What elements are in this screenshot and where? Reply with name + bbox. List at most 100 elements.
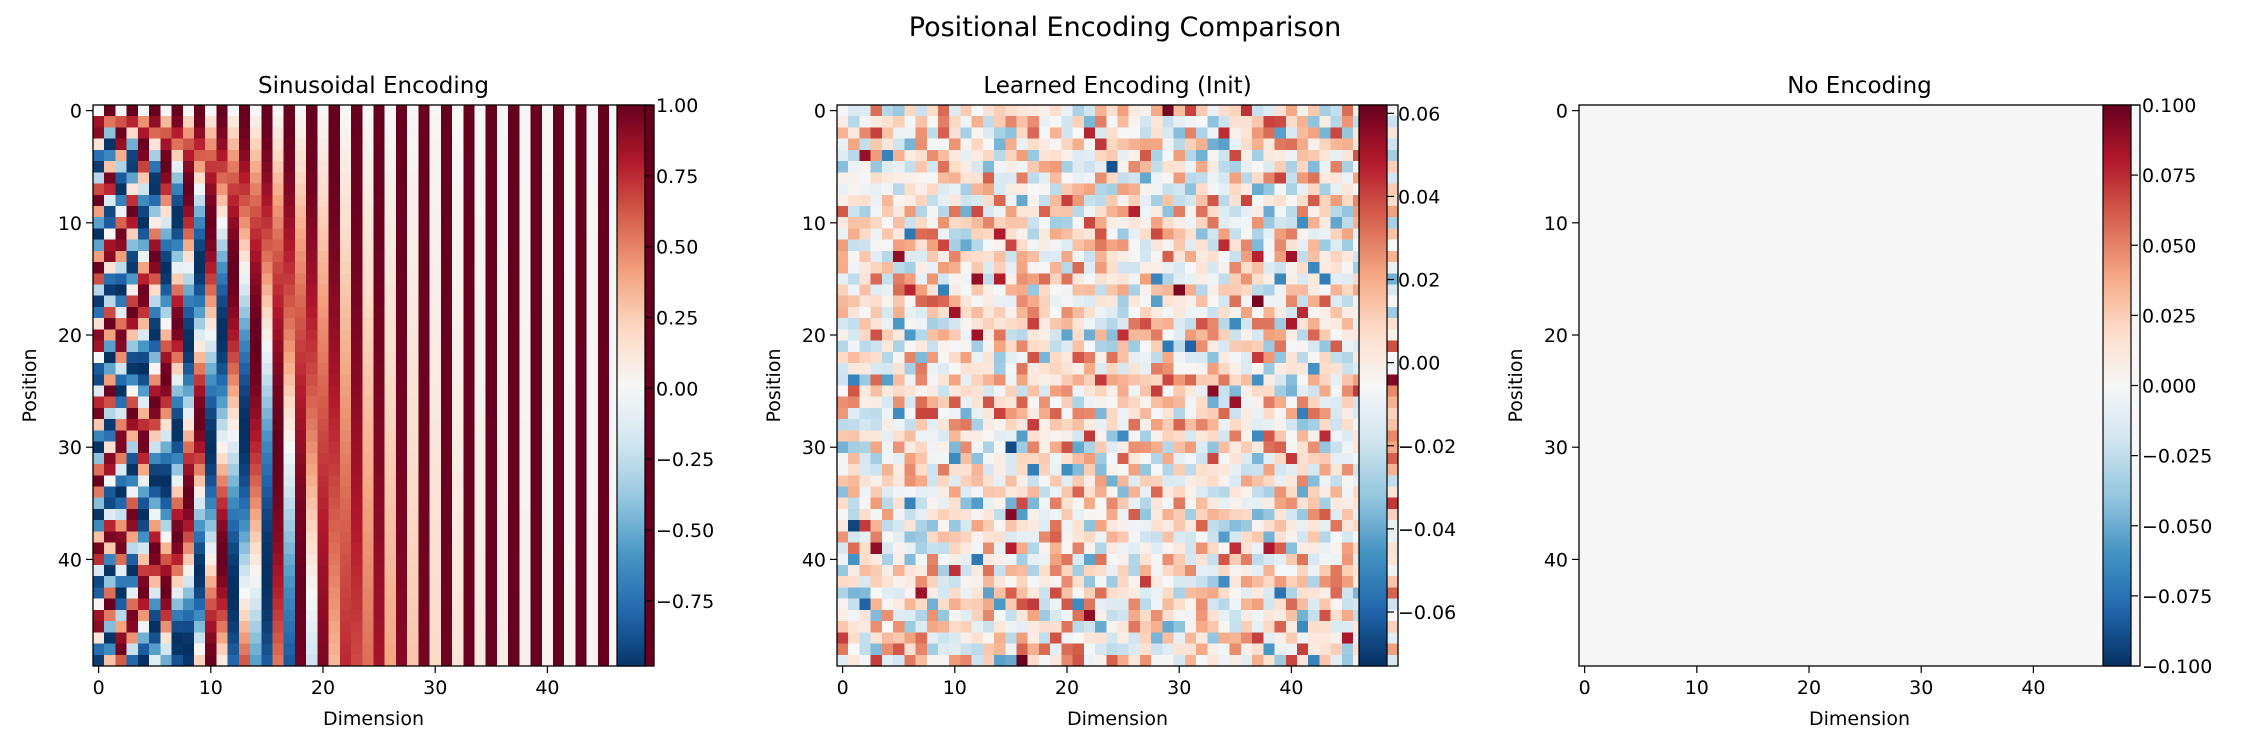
heatmap-cell (485, 306, 498, 319)
heatmap-cell (870, 306, 883, 319)
heatmap-cell (926, 396, 939, 409)
heatmap-cell (1196, 576, 1208, 589)
heatmap-cell (1274, 217, 1287, 230)
heatmap-cell (1218, 520, 1231, 532)
heatmap-cell (149, 430, 161, 443)
heatmap-cell (508, 329, 520, 342)
heatmap-cell (586, 643, 599, 656)
heatmap-cell (227, 520, 240, 532)
heatmap-cell (216, 632, 229, 645)
heatmap-cell (915, 239, 928, 252)
heatmap-cell (1240, 306, 1253, 319)
heatmap-cell (575, 419, 588, 431)
heatmap-cell (564, 419, 577, 431)
heatmap-cell (994, 138, 1006, 151)
heatmap-cell (1038, 295, 1051, 308)
heatmap-cell (960, 105, 973, 117)
heatmap-cell (1341, 565, 1354, 577)
heatmap-cell (642, 441, 655, 454)
heatmap-cell (1207, 475, 1220, 488)
heatmap-cell (1095, 105, 1107, 117)
heatmap-cell (982, 374, 995, 387)
heatmap-cell (971, 609, 984, 622)
heatmap-cell (463, 587, 476, 600)
heatmap-cell (937, 374, 950, 387)
heatmap-cell (1308, 262, 1321, 274)
heatmap-cell (429, 621, 442, 633)
heatmap-cell (351, 374, 363, 387)
heatmap-cell (982, 239, 995, 252)
heatmap-cell (949, 318, 962, 330)
heatmap-cell (837, 172, 849, 185)
heatmap-cell (586, 374, 599, 387)
heatmap-cell (1252, 576, 1264, 589)
heatmap-cell (1341, 318, 1354, 330)
heatmap-cell (982, 161, 995, 173)
heatmap-cell (1162, 295, 1175, 308)
heatmap-cell (160, 565, 173, 577)
heatmap-cell (848, 273, 861, 286)
heatmap-cell (1386, 632, 1399, 645)
heatmap-cell (126, 363, 139, 375)
heatmap-cell (384, 183, 397, 196)
heatmap-cell (452, 172, 464, 185)
heatmap-cell (407, 621, 419, 633)
heatmap-cell (1196, 553, 1208, 566)
colorbar-tick-label: −0.25 (656, 449, 714, 471)
heatmap-cell (1061, 520, 1074, 532)
heatmap-cell (609, 138, 621, 151)
heatmap-cell (597, 643, 610, 656)
heatmap-cell (881, 520, 894, 532)
heatmap-cell (859, 407, 872, 420)
heatmap-cell (541, 587, 554, 600)
heatmap-cell (216, 565, 229, 577)
heatmap-cell (926, 329, 939, 342)
heatmap-cell (1330, 486, 1343, 499)
heatmap-cell (193, 138, 206, 151)
heatmap-cell (508, 531, 520, 544)
heatmap-cell (395, 497, 408, 510)
heatmap-cell (306, 273, 318, 286)
heatmap-cell (1139, 306, 1152, 319)
heatmap-cell (1173, 217, 1186, 230)
heatmap-cell (1005, 430, 1018, 443)
heatmap-cell (1330, 250, 1343, 263)
heatmap-cell (960, 385, 973, 398)
heatmap-cell (1016, 351, 1029, 364)
heatmap-cell (160, 396, 173, 409)
heatmap-cell (1050, 262, 1062, 274)
heatmap-cell (960, 430, 973, 443)
heatmap-cell (496, 419, 509, 431)
heatmap-cell (982, 452, 995, 465)
heatmap-cell (1095, 306, 1107, 319)
heatmap-cell (250, 654, 262, 667)
heatmap-cell (1128, 273, 1141, 286)
heatmap-cell (1330, 306, 1343, 319)
heatmap-cell (1319, 363, 1332, 375)
heatmap-cell (474, 284, 487, 297)
heatmap-cell (1151, 374, 1163, 387)
heatmap-cell (1072, 396, 1085, 409)
heatmap-cell (407, 430, 419, 443)
heatmap-cell (115, 497, 128, 510)
heatmap-cell (1038, 486, 1051, 499)
heatmap-cell (1218, 250, 1231, 263)
heatmap-cell (904, 497, 917, 510)
heatmap-cell (1252, 441, 1264, 454)
heatmap-cell (1106, 430, 1119, 443)
heatmap-cell (137, 419, 150, 431)
heatmap-cell (1050, 542, 1062, 555)
heatmap-cell (216, 306, 229, 319)
heatmap-cell (926, 531, 939, 544)
heatmap-cell (848, 262, 861, 274)
heatmap-cell (407, 239, 419, 252)
heatmap-cell (848, 295, 861, 308)
heatmap-cell (1027, 475, 1040, 488)
heatmap-cell (960, 632, 973, 645)
heatmap-cell (937, 497, 950, 510)
heatmap-cell (1027, 340, 1040, 353)
heatmap-cell (306, 508, 318, 521)
heatmap-cell (971, 250, 984, 263)
heatmap-cell (496, 161, 509, 173)
heatmap-cell (137, 385, 150, 398)
